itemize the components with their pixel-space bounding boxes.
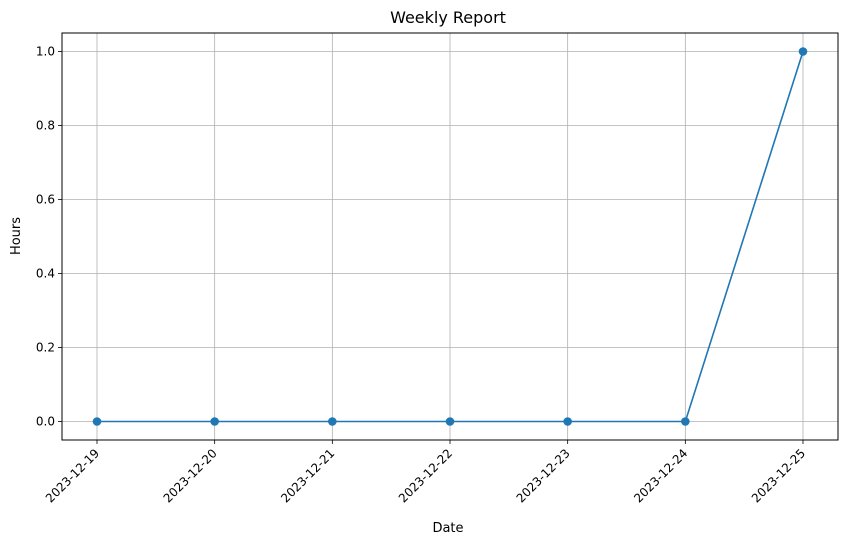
y-tick-label: 0.2 [36,341,55,355]
y-tick-label: 1.0 [36,45,55,59]
data-point [563,417,572,426]
data-point [92,417,102,426]
data-point [681,417,690,426]
x-axis-label: Date [432,521,463,536]
data-point [210,417,219,426]
series-layer [92,47,808,426]
data-point [445,417,455,426]
y-tick-label: 0.4 [36,267,55,281]
y-tick-label: 0.8 [36,119,55,133]
data-point [798,47,808,56]
data-point [328,417,337,426]
y-axis-label: Hours [9,217,24,255]
grid [62,33,838,440]
y-tick-label: 0.0 [36,415,55,429]
chart-title: Weekly Report [390,8,506,27]
y-tick-label: 0.6 [36,193,55,207]
